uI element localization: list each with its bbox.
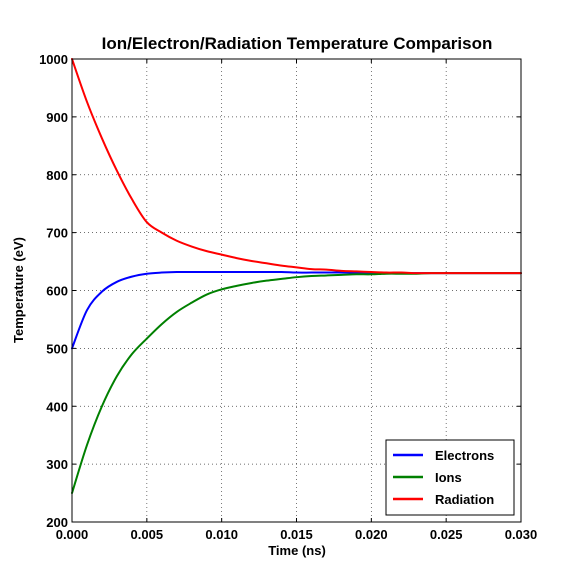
axis-ticks xyxy=(71,58,522,523)
y-tick-label: 800 xyxy=(46,168,68,183)
x-tick-label: 0.000 xyxy=(56,527,89,542)
y-tick-label: 1000 xyxy=(39,52,68,67)
x-tick-label: 0.020 xyxy=(355,527,388,542)
grid xyxy=(72,59,521,522)
y-tick-label: 300 xyxy=(46,457,68,472)
x-tick-label: 0.030 xyxy=(505,527,538,542)
x-tick-label: 0.010 xyxy=(205,527,238,542)
y-tick-labels: 200 300 400 500 600 700 800 900 1000 xyxy=(39,52,68,530)
series-lines xyxy=(71,58,522,495)
legend: Electrons Ions Radiation xyxy=(385,439,515,516)
y-tick-label: 200 xyxy=(46,515,68,530)
x-tick-label: 0.005 xyxy=(131,527,164,542)
series-line-radiation xyxy=(71,58,522,275)
y-tick-label: 900 xyxy=(46,110,68,125)
x-tick-label: 0.015 xyxy=(280,527,313,542)
y-tick-label: 700 xyxy=(46,226,68,241)
y-tick-label: 400 xyxy=(46,399,68,414)
x-tick-labels: 0.000 0.005 0.010 0.015 0.020 0.025 0.030 xyxy=(56,527,538,542)
y-axis-label: Temperature (eV) xyxy=(11,237,26,343)
y-tick-label: 600 xyxy=(46,284,68,299)
y-tick-label: 500 xyxy=(46,341,68,356)
legend-label-radiation: Radiation xyxy=(435,492,494,507)
chart-title: Ion/Electron/Radiation Temperature Compa… xyxy=(102,34,493,53)
legend-label-electrons: Electrons xyxy=(435,448,494,463)
x-tick-label: 0.025 xyxy=(430,527,463,542)
x-axis-label: Time (ns) xyxy=(268,543,326,558)
legend-label-ions: Ions xyxy=(435,470,462,485)
